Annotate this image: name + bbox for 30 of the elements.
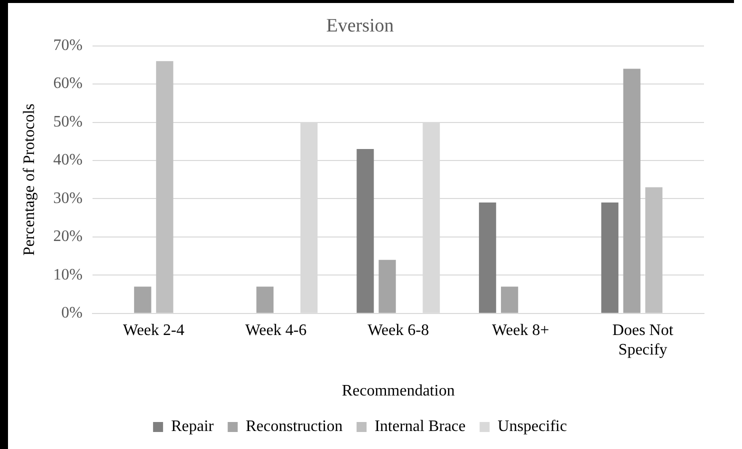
y-tick-label: 40% xyxy=(53,152,83,169)
y-tick-label: 30% xyxy=(53,190,83,207)
bar xyxy=(623,68,640,313)
y-axis-title: Percentage of Protocols xyxy=(20,104,38,256)
bar xyxy=(478,202,496,313)
bar xyxy=(645,187,662,313)
bar xyxy=(500,286,518,313)
x-axis-title: Recommendation xyxy=(342,382,455,400)
chart-title: Eversion xyxy=(326,15,394,36)
bar xyxy=(378,260,396,313)
y-tick-label: 20% xyxy=(53,228,83,246)
bar xyxy=(601,202,618,313)
x-tick-label: Week 4-6 xyxy=(245,322,307,340)
legend-label: Repair xyxy=(171,418,214,436)
x-tick-label: Week 6-8 xyxy=(368,322,429,340)
bar xyxy=(356,149,374,313)
legend-label: Internal Brace xyxy=(374,418,466,436)
y-tick-label: 70% xyxy=(53,37,83,54)
y-tick-label: 50% xyxy=(53,113,83,130)
legend-label: Reconstruction xyxy=(246,418,343,436)
x-tick-label: Does Not Specify xyxy=(612,322,674,358)
bar xyxy=(134,286,152,313)
bar xyxy=(256,286,274,313)
y-tick-label: 0% xyxy=(61,304,83,322)
x-tick-label: Week 2-4 xyxy=(122,322,184,340)
x-tick-label: Week 8+ xyxy=(492,322,550,340)
y-tick-label: 60% xyxy=(53,75,83,92)
y-tick-label: 10% xyxy=(53,266,83,284)
bar xyxy=(156,61,174,313)
legend-label: Unspecific xyxy=(498,418,567,436)
